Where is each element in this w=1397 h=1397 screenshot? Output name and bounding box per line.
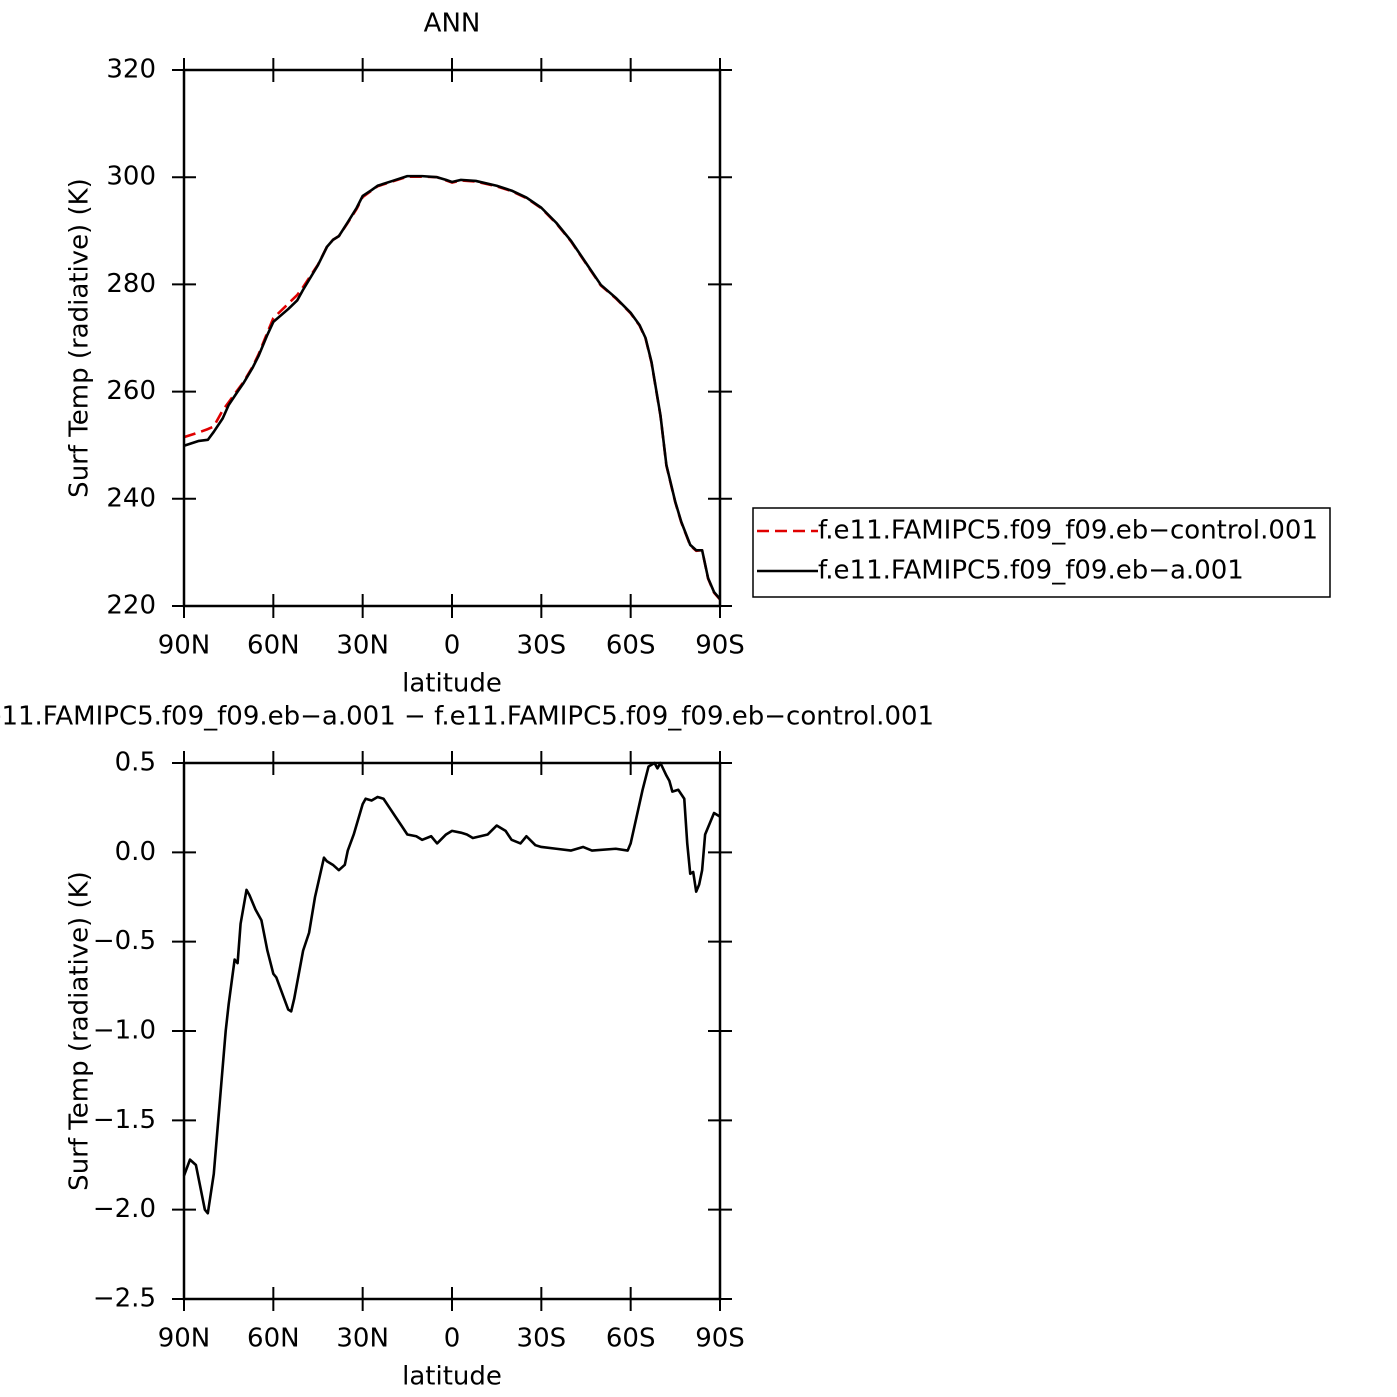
y-tick-label: 240 [106, 483, 156, 513]
y-axis-label: Surf Temp (radiative) (K) [65, 871, 95, 1191]
x-tick-label: 90S [695, 1324, 745, 1354]
x-tick-label: 30N [336, 1324, 389, 1354]
chart-title: ANN [424, 9, 481, 39]
x-tick-label: 30S [517, 1324, 567, 1354]
x-tick-label: 0 [444, 631, 461, 661]
y-tick-label: −2.0 [93, 1194, 156, 1224]
plot-frame [182, 761, 722, 1301]
legend-label: f.e11.FAMIPC5.f09_f09.eb−a.001 [818, 556, 1244, 586]
y-tick-label: 280 [106, 269, 156, 299]
y-tick-label: 220 [106, 591, 156, 621]
x-tick-label: 30N [336, 631, 389, 661]
x-tick-label: 0 [444, 1324, 461, 1354]
legend-label: f.e11.FAMIPC5.f09_f09.eb−control.001 [818, 516, 1318, 546]
y-tick-label: −2.5 [93, 1284, 156, 1314]
x-axis-label: latitude [402, 1362, 502, 1392]
x-tick-label: 60S [606, 1324, 656, 1354]
y-tick-label: 0.5 [115, 748, 156, 778]
x-tick-label: 60N [247, 631, 300, 661]
y-tick-label: −1.5 [93, 1105, 156, 1135]
y-tick-label: 300 [106, 162, 156, 192]
plot-frame [182, 68, 722, 608]
y-tick-label: −1.0 [93, 1016, 156, 1046]
x-tick-label: 30S [517, 631, 567, 661]
x-axis-label: latitude [402, 669, 502, 699]
y-tick-label: −0.5 [93, 926, 156, 956]
y-tick-label: 0.0 [115, 837, 156, 867]
data-line [183, 174, 721, 600]
x-tick-label: 90N [158, 1324, 211, 1354]
legend-box [752, 507, 1331, 598]
data-line [182, 761, 721, 1215]
y-axis-label: Surf Temp (radiative) (K) [65, 178, 95, 498]
y-tick-label: 320 [106, 55, 156, 85]
y-tick-label: 260 [106, 376, 156, 406]
x-tick-label: 60N [247, 1324, 300, 1354]
data-line [183, 175, 721, 601]
x-tick-label: 90N [158, 631, 211, 661]
x-tick-label: 90S [695, 631, 745, 661]
chart-title: f.e11.FAMIPC5.f09_f09.eb−a.001 − f.e11.F… [0, 702, 934, 732]
x-tick-label: 60S [606, 631, 656, 661]
